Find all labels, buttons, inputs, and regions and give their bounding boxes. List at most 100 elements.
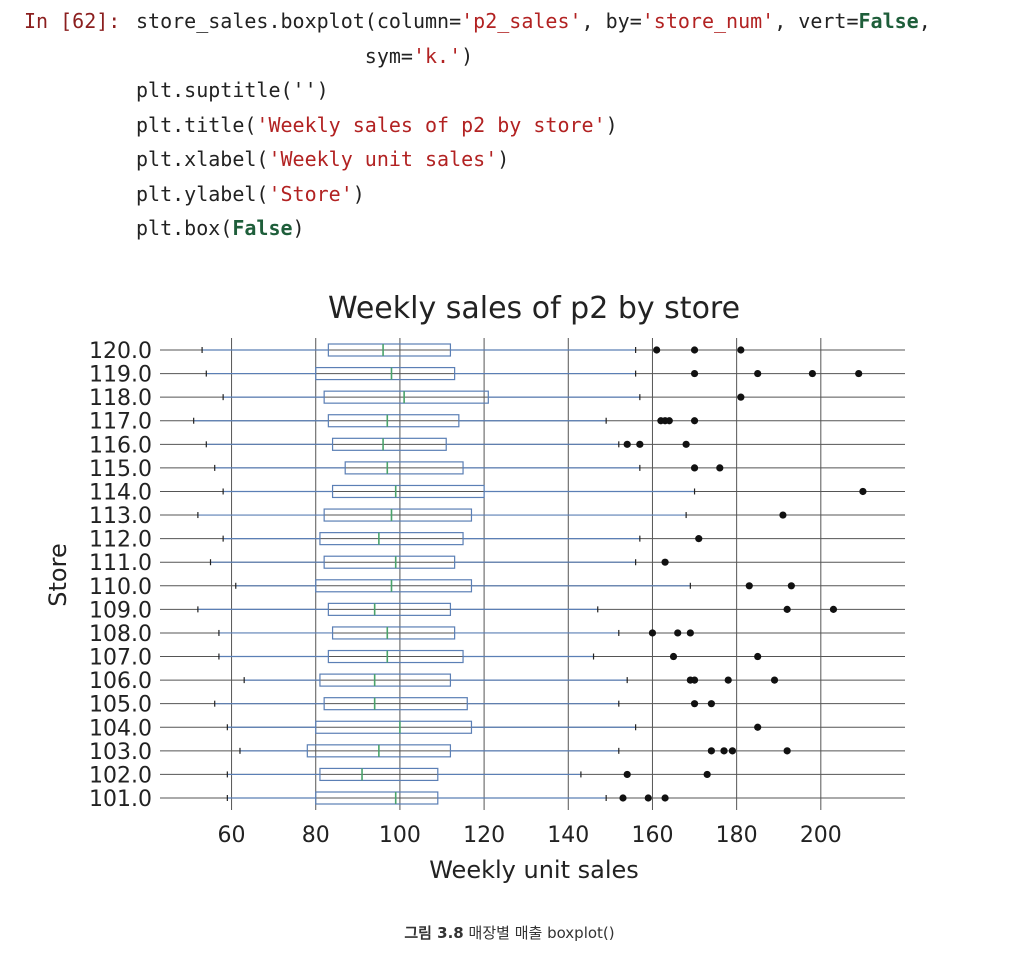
store-box bbox=[222, 484, 867, 499]
flier-point bbox=[724, 676, 732, 684]
code-token: 'p2_sales' bbox=[461, 9, 582, 33]
x-tick-label: 120 bbox=[463, 823, 505, 848]
cell-prompt bbox=[24, 211, 136, 246]
code-row: plt.title('Weekly sales of p2 by store') bbox=[24, 108, 931, 143]
figure-caption: 그림 3.8 매장별 매출 boxplot() bbox=[0, 922, 1019, 943]
iqr-box bbox=[323, 697, 468, 711]
y-tick-label: 103.0 bbox=[89, 740, 152, 765]
code-token: False bbox=[858, 9, 919, 33]
code-line: sym='k.') bbox=[136, 39, 473, 74]
boxplot-chart: Weekly sales of p2 by store 101.0 102.0 10… bbox=[0, 270, 1019, 914]
x-tick-label: 60 bbox=[218, 823, 246, 848]
store-box bbox=[218, 626, 694, 640]
x-tick-label: 200 bbox=[800, 823, 842, 848]
y-tick-label: 106.0 bbox=[89, 669, 152, 694]
flier-point bbox=[644, 794, 652, 802]
code-token: 'Weekly unit sales' bbox=[268, 147, 498, 171]
grid-lines bbox=[160, 338, 905, 810]
store-box bbox=[226, 720, 762, 734]
flier-point bbox=[716, 464, 724, 472]
flier-point bbox=[669, 652, 678, 661]
flier-point bbox=[665, 417, 673, 425]
y-tick-label: 114.0 bbox=[89, 480, 152, 505]
code-token: , vert= bbox=[774, 9, 859, 33]
code-token: plt.box( bbox=[136, 216, 233, 240]
code-row: plt.box(False) bbox=[24, 211, 931, 246]
iqr-box bbox=[315, 791, 439, 805]
caption-text: 매장별 매출 boxplot() bbox=[468, 924, 615, 942]
code-row: plt.ylabel('Store') bbox=[24, 177, 931, 212]
y-tick-label: 107.0 bbox=[89, 646, 152, 671]
y-tick-label: 115.0 bbox=[89, 457, 152, 482]
code-line: plt.ylabel('Store') bbox=[136, 177, 365, 212]
flier-point bbox=[690, 464, 699, 472]
y-tick-label: 111.0 bbox=[89, 551, 152, 576]
flier-point bbox=[745, 582, 753, 590]
y-tick-label: 108.0 bbox=[89, 622, 152, 647]
box-group bbox=[193, 343, 867, 805]
flier-point bbox=[636, 440, 644, 448]
flier-point bbox=[690, 417, 699, 425]
store-box bbox=[226, 767, 711, 782]
flier-point bbox=[674, 629, 682, 637]
flier-point bbox=[783, 747, 791, 755]
y-axis-label: Store bbox=[44, 543, 72, 606]
flier-point bbox=[623, 770, 631, 779]
y-tick-label: 120.0 bbox=[89, 339, 152, 364]
store-box bbox=[222, 532, 703, 546]
iqr-box bbox=[331, 484, 485, 499]
iqr-box bbox=[323, 555, 456, 569]
store-box bbox=[239, 744, 791, 758]
code-token: sym= bbox=[136, 43, 413, 68]
y-tick-label: 116.0 bbox=[89, 433, 152, 458]
cell-prompt bbox=[24, 73, 136, 108]
flier-point bbox=[653, 346, 661, 354]
y-tick-label: 101.0 bbox=[89, 787, 152, 812]
flier-point bbox=[690, 346, 699, 354]
cell-prompt bbox=[24, 142, 136, 177]
flier-point bbox=[690, 700, 699, 708]
code-token: , bbox=[918, 9, 931, 33]
store-box bbox=[205, 437, 690, 451]
code-token: 'k.' bbox=[412, 43, 462, 68]
cell-prompt: In [62]: bbox=[24, 9, 121, 33]
code-token: ) bbox=[292, 216, 305, 240]
y-tick-label: 117.0 bbox=[89, 410, 152, 435]
y-tick-label: 104.0 bbox=[89, 716, 152, 741]
iqr-box bbox=[331, 626, 456, 640]
code-token: 'store_num' bbox=[641, 9, 775, 33]
flier-point bbox=[690, 676, 699, 684]
code-token: ) bbox=[605, 112, 618, 137]
store-box bbox=[222, 390, 745, 404]
x-tick-label: 180 bbox=[716, 823, 758, 848]
cell-prompt bbox=[24, 108, 136, 143]
y-tick-label: 105.0 bbox=[89, 693, 152, 718]
x-tick-label: 140 bbox=[547, 823, 589, 848]
y-tick-label: 118.0 bbox=[89, 386, 152, 411]
iqr-box bbox=[323, 390, 489, 404]
code-row: plt.suptitle('') bbox=[24, 73, 931, 108]
flier-point bbox=[754, 652, 762, 661]
code-token: plt.title( bbox=[136, 112, 257, 137]
flier-point bbox=[783, 605, 791, 613]
flier-point bbox=[695, 535, 703, 543]
code-row: plt.xlabel('Weekly unit sales') bbox=[24, 142, 931, 177]
code-line: store_sales.boxplot(column='p2_sales', b… bbox=[136, 4, 931, 39]
code-token: ) bbox=[352, 181, 365, 206]
store-box bbox=[226, 791, 669, 805]
flier-point bbox=[737, 393, 745, 401]
boxplot-svg: Weekly sales of p2 by store 101.0102.010… bbox=[44, 291, 905, 884]
flier-point bbox=[737, 346, 745, 354]
y-tick-labels: 101.0102.0103.0104.0105.0106.0107.0108.0… bbox=[89, 339, 152, 812]
code-cell: In [62]: store_sales.boxplot(column='p2_s… bbox=[24, 4, 931, 246]
store-box bbox=[197, 508, 787, 522]
iqr-box bbox=[319, 532, 464, 546]
code-row: In [62]: store_sales.boxplot(column='p2_s… bbox=[24, 4, 931, 39]
store-box bbox=[218, 649, 762, 664]
chart-title: Weekly sales of p2 by store bbox=[328, 291, 740, 326]
iqr-box bbox=[327, 602, 452, 616]
store-box bbox=[209, 555, 669, 569]
flier-point bbox=[707, 700, 715, 708]
flier-point bbox=[859, 487, 867, 496]
flier-point bbox=[779, 511, 787, 519]
